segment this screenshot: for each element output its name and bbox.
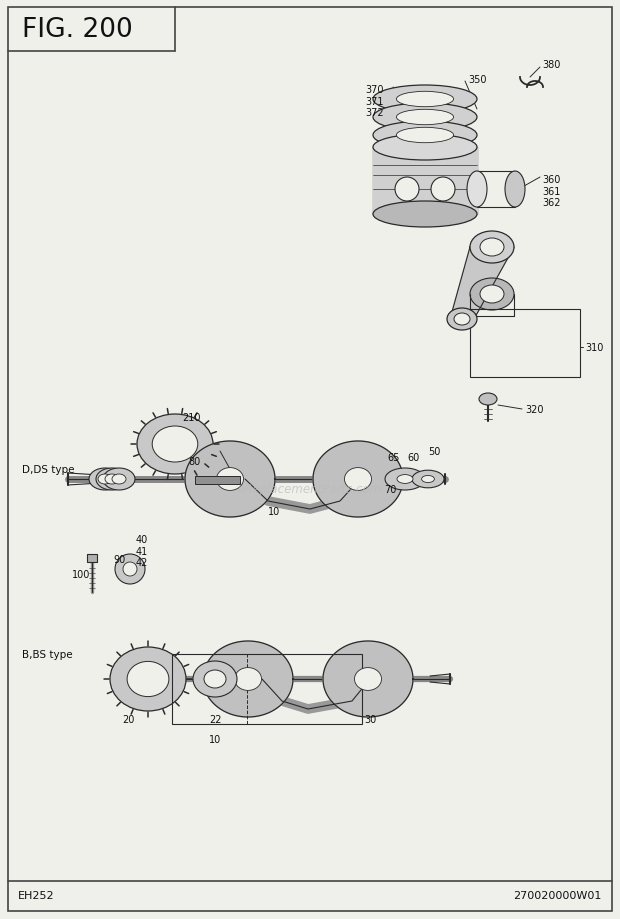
Text: 50: 50 (428, 447, 440, 457)
Text: 40
41
42: 40 41 42 (136, 535, 148, 568)
Text: 270020000W01: 270020000W01 (513, 890, 602, 900)
Text: 22: 22 (209, 714, 221, 724)
Polygon shape (450, 248, 514, 320)
Polygon shape (313, 441, 403, 517)
Ellipse shape (431, 177, 455, 202)
Ellipse shape (345, 468, 371, 491)
Ellipse shape (373, 122, 477, 150)
Ellipse shape (110, 647, 186, 711)
Text: eReplacementParts.com: eReplacementParts.com (238, 483, 382, 496)
Text: 90: 90 (113, 554, 125, 564)
Ellipse shape (89, 469, 121, 491)
Text: 360
361
362: 360 361 362 (542, 175, 560, 208)
Ellipse shape (137, 414, 213, 474)
Ellipse shape (204, 670, 226, 688)
Ellipse shape (454, 313, 470, 325)
Ellipse shape (480, 286, 504, 303)
Ellipse shape (115, 554, 145, 584)
Ellipse shape (479, 393, 497, 405)
Text: 20: 20 (122, 714, 134, 724)
Text: 70: 70 (384, 484, 396, 494)
Ellipse shape (412, 471, 444, 488)
Text: 370
371
372: 370 371 372 (365, 85, 384, 118)
Ellipse shape (193, 662, 237, 698)
Ellipse shape (98, 474, 112, 484)
Text: 350: 350 (468, 75, 487, 85)
Bar (87, 554, 97, 562)
Polygon shape (185, 441, 275, 517)
Ellipse shape (127, 662, 169, 697)
Ellipse shape (355, 668, 381, 691)
Ellipse shape (395, 177, 419, 202)
Ellipse shape (470, 232, 514, 264)
Ellipse shape (385, 469, 425, 491)
Polygon shape (203, 641, 293, 717)
Polygon shape (373, 148, 477, 215)
Text: 10: 10 (209, 734, 221, 744)
Polygon shape (323, 641, 413, 717)
Text: 65: 65 (387, 452, 399, 462)
Text: 60: 60 (407, 452, 419, 462)
Ellipse shape (480, 239, 504, 256)
Ellipse shape (505, 172, 525, 208)
Ellipse shape (373, 104, 477, 131)
Text: D,DS type: D,DS type (22, 464, 74, 474)
Text: 30: 30 (364, 714, 376, 724)
Ellipse shape (422, 476, 435, 483)
Ellipse shape (396, 128, 454, 143)
Ellipse shape (96, 469, 128, 491)
Text: 380: 380 (542, 60, 560, 70)
Text: FIG. 200: FIG. 200 (22, 17, 133, 43)
Text: 320: 320 (525, 404, 544, 414)
Bar (195, 476, 240, 484)
Ellipse shape (123, 562, 137, 576)
Text: B,BS type: B,BS type (22, 650, 73, 659)
Text: 210: 210 (182, 413, 200, 423)
Text: 80: 80 (188, 457, 200, 467)
Ellipse shape (373, 135, 477, 161)
Ellipse shape (234, 668, 262, 691)
Ellipse shape (112, 474, 126, 484)
Ellipse shape (467, 172, 487, 208)
Ellipse shape (103, 469, 135, 491)
Ellipse shape (373, 85, 477, 114)
Bar (388, 474, 403, 482)
Ellipse shape (396, 92, 454, 108)
Ellipse shape (216, 468, 244, 491)
Ellipse shape (397, 475, 413, 484)
Ellipse shape (373, 202, 477, 228)
Ellipse shape (105, 474, 119, 484)
Bar (470, 310, 580, 378)
Text: 310: 310 (585, 343, 603, 353)
Ellipse shape (447, 309, 477, 331)
Text: EH252: EH252 (18, 890, 55, 900)
Text: 10: 10 (268, 506, 280, 516)
Ellipse shape (152, 426, 198, 462)
Ellipse shape (470, 278, 514, 311)
Bar (172, 654, 362, 724)
Ellipse shape (396, 110, 454, 126)
Text: 100: 100 (72, 570, 91, 579)
